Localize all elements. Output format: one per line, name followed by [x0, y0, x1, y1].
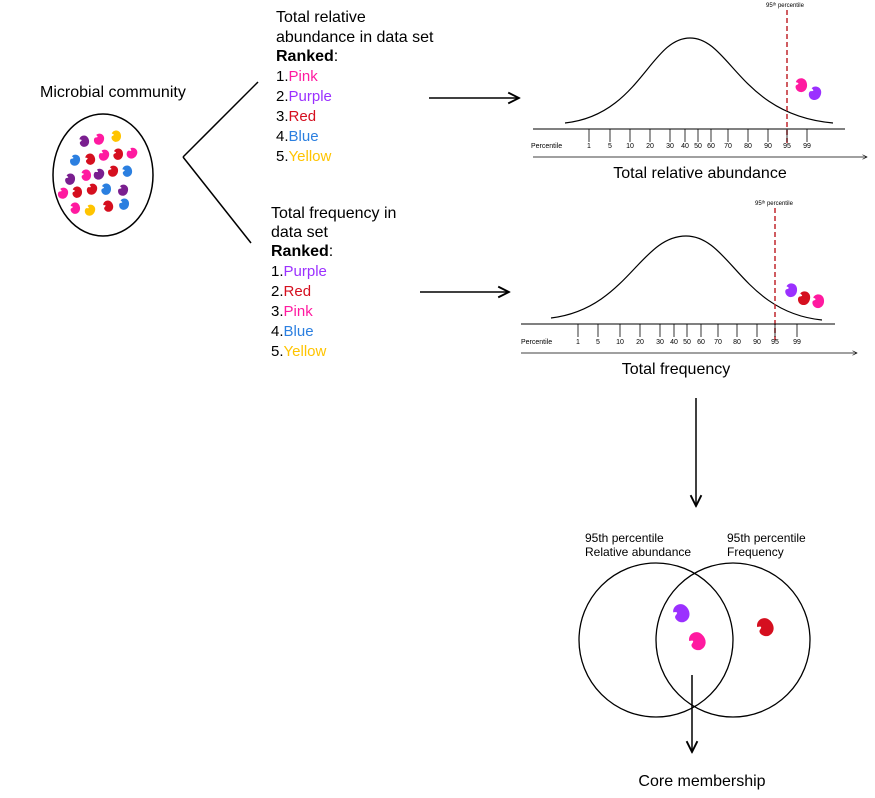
abundance-heading-line-1: Total relative: [276, 9, 366, 26]
microbe: [101, 198, 116, 214]
percentile-tick-label: 10: [616, 339, 624, 346]
venn-diagram: 95th percentile Relative abundance 95th …: [578, 531, 811, 718]
percentile-tick-label: 5: [596, 339, 600, 346]
microbe: [97, 148, 111, 163]
percentile-tick-label: 50: [683, 339, 691, 346]
core-membership-label: Core membership: [638, 773, 765, 790]
percentile-tick-label: 90: [753, 339, 761, 346]
microbe: [110, 129, 122, 143]
microbe: [85, 182, 99, 197]
abundance-rank-item: 1.Pink: [276, 68, 318, 85]
percentile-tick-label: 1: [576, 339, 580, 346]
abundance-95th-note: 95ᵗʰ percentile: [766, 2, 805, 9]
frequency-axis-label: Percentile: [521, 339, 552, 346]
microbe: [92, 167, 106, 182]
frequency-chart-title: Total frequency: [622, 361, 731, 378]
red-microbe: [797, 290, 812, 307]
microbe: [107, 164, 119, 178]
pink-microbe: [811, 293, 825, 309]
frequency-heading-line-2: data set: [271, 224, 328, 241]
microbe: [64, 173, 76, 186]
frequency-rank-item: 4.Blue: [271, 323, 314, 340]
percentile-tick-label: 20: [636, 339, 644, 346]
venn-circle-frequency: [655, 562, 811, 718]
abundance-chart-title: Total relative abundance: [613, 165, 787, 182]
microbe: [120, 164, 134, 179]
percentile-tick-label: 70: [724, 143, 732, 150]
pink-microbe: [794, 77, 809, 93]
microbe: [112, 148, 124, 161]
percentile-tick-label: 95: [783, 143, 791, 150]
branch-line-lower: [182, 156, 252, 244]
percentile-tick-label: 20: [646, 143, 654, 150]
percentile-tick-label: 99: [803, 143, 811, 150]
microbe: [79, 168, 93, 182]
microbe: [69, 153, 81, 167]
venn-right-label-line-1: 95th percentile: [727, 531, 806, 545]
percentile-tick-label: 30: [666, 143, 674, 150]
frequency-ranked-label: Ranked:: [271, 243, 333, 260]
microbe: [117, 183, 129, 197]
frequency-rank-item: 2.Red: [271, 283, 311, 300]
microbe: [71, 185, 83, 199]
purple-microbe: [785, 283, 798, 298]
microbe: [83, 203, 97, 218]
community-microbes: [56, 129, 140, 218]
abundance-heading-line-2: abundance in data set: [276, 29, 434, 46]
microbe: [83, 151, 98, 167]
percentile-tick-label: 5: [608, 143, 612, 150]
frequency-rank-item: 3.Pink: [271, 303, 313, 320]
frequency-bell-curve: [550, 235, 823, 321]
frequency-95th-note: 95ᵗʰ percentile: [755, 200, 794, 207]
percentile-tick-label: 1: [587, 143, 591, 150]
percentile-tick-label: 80: [744, 143, 752, 150]
percentile-tick-label: 90: [764, 143, 772, 150]
percentile-tick-label: 50: [694, 143, 702, 150]
microbe: [68, 201, 82, 215]
microbe: [118, 198, 130, 211]
percentile-tick-label: 30: [656, 339, 664, 346]
abundance-bell-curve: [564, 37, 834, 124]
percentile-tick-label: 95: [771, 339, 779, 346]
abundance-axis-label: Percentile: [531, 143, 562, 150]
venn-left-label-line-2: Relative abundance: [585, 545, 691, 559]
percentile-tick-label: 80: [733, 339, 741, 346]
microbe: [56, 186, 70, 200]
microbe: [100, 183, 112, 196]
venn-right-label-line-2: Frequency: [727, 545, 784, 559]
microbe: [92, 132, 106, 146]
percentile-tick-label: 40: [670, 339, 678, 346]
frequency-rank-item: 1.Purple: [271, 263, 327, 280]
community-title: Microbial community: [40, 84, 186, 101]
frequency-heading-line-1: Total frequency in: [271, 205, 396, 222]
abundance-rank-item: 2.Purple: [276, 88, 332, 105]
abundance-ranked-label: Ranked:: [276, 48, 338, 65]
venn-circle-relative-abundance: [578, 562, 734, 718]
microbe: [77, 134, 91, 149]
abundance-chart: 95ᵗʰ percentile Percentile 1 5 10 20 30 40 50 6…: [531, 2, 867, 182]
branch-line-upper: [182, 81, 259, 158]
pink-microbe: [685, 629, 710, 654]
frequency-rank-item: 5.Yellow: [271, 343, 326, 360]
percentile-tick-label: 40: [681, 143, 689, 150]
frequency-chart: 95ᵗʰ percentile Percentile 1 5 10 20 30 40 50 6…: [521, 200, 857, 378]
percentile-tick-label: 60: [707, 143, 715, 150]
frequency-ranking: Total frequency in data set Ranked: 1.Pu…: [271, 205, 396, 360]
percentile-tick-label: 99: [793, 339, 801, 346]
red-microbe: [753, 615, 778, 640]
purple-microbe: [807, 85, 823, 102]
abundance-rank-item: 4.Blue: [276, 128, 319, 145]
percentile-tick-label: 10: [626, 143, 634, 150]
microbe: [124, 145, 140, 161]
percentile-tick-label: 60: [697, 339, 705, 346]
abundance-rank-item: 5.Yellow: [276, 148, 331, 165]
venn-left-label-line-1: 95th percentile: [585, 531, 664, 545]
abundance-rank-item: 3.Red: [276, 108, 316, 125]
percentile-tick-label: 70: [714, 339, 722, 346]
abundance-ranking: Total relative abundance in data set Ran…: [276, 9, 434, 165]
purple-microbe: [669, 601, 694, 626]
community-dish: [52, 113, 154, 237]
